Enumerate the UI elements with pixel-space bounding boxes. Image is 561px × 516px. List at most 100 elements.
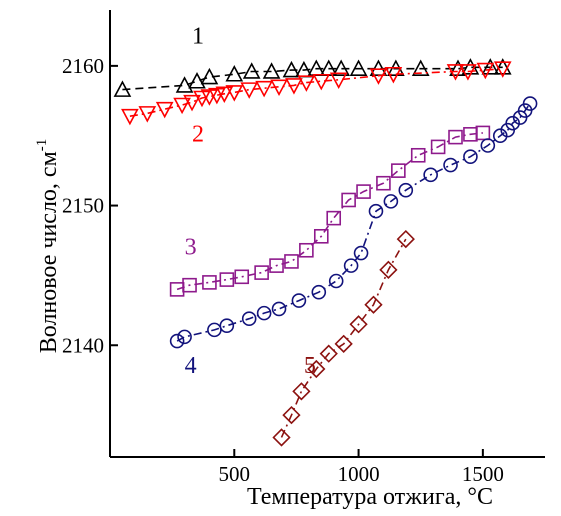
data-point [313, 228, 329, 244]
series-label: 4 [185, 353, 197, 379]
y-tick-label: 2140 [62, 333, 104, 357]
data-point [328, 273, 344, 289]
y-axis-label-text: Волновое число, см [36, 151, 62, 353]
data-point [353, 245, 369, 261]
series-layer: 1 2 3 4 5 [113, 24, 538, 447]
data-point [271, 301, 287, 317]
series-1: 1 [113, 24, 512, 97]
data-point [411, 59, 430, 76]
data-point [463, 149, 478, 164]
data-point [368, 203, 384, 219]
data-point [234, 269, 250, 285]
x-tick-label: 500 [219, 462, 251, 486]
series-line [176, 103, 531, 342]
data-point [396, 229, 415, 249]
data-point [219, 272, 235, 287]
data-point [182, 277, 197, 293]
data-point [492, 128, 508, 144]
data-point [410, 147, 426, 163]
data-point [341, 192, 356, 208]
series-4: 4 [169, 96, 538, 379]
data-point [448, 129, 463, 145]
data-point [326, 210, 342, 226]
data-point [443, 157, 458, 173]
axes [109, 10, 545, 458]
data-point [312, 73, 331, 91]
data-point [391, 163, 406, 178]
data-point [262, 62, 281, 79]
data-point [446, 64, 465, 81]
data-point [173, 97, 191, 115]
data-point [332, 59, 351, 76]
data-point [343, 258, 359, 273]
data-point [225, 85, 244, 102]
data-point [319, 344, 338, 363]
data-point [155, 101, 174, 119]
data-point [285, 78, 303, 95]
series-line [176, 132, 483, 291]
data-point [430, 139, 446, 155]
data-point [291, 293, 307, 308]
data-point [349, 59, 368, 76]
data-point [202, 275, 217, 290]
data-point [383, 194, 399, 209]
data-point [297, 75, 316, 92]
data-point [138, 106, 157, 123]
data-point [270, 79, 288, 97]
data-point [255, 80, 273, 98]
series-3: 3 [169, 125, 491, 297]
data-point [459, 64, 477, 81]
data-point [481, 58, 500, 75]
y-axis-label: Волновое число, см-1 [34, 139, 62, 354]
data-point [219, 318, 235, 333]
data-point [398, 182, 414, 198]
series-label: 1 [192, 24, 204, 50]
data-point [282, 60, 301, 78]
data-point [282, 405, 301, 425]
data-point [493, 61, 512, 78]
data-point [272, 428, 291, 447]
x-tick-label: 1000 [338, 462, 380, 486]
series-label: 5 [304, 353, 316, 379]
data-point [200, 67, 219, 85]
data-point [364, 295, 383, 314]
data-point [349, 315, 368, 334]
data-point [522, 96, 538, 111]
data-point [475, 125, 491, 141]
data-point [292, 382, 311, 401]
data-point [284, 254, 299, 269]
data-point [299, 242, 314, 258]
series-label: 2 [192, 121, 204, 147]
data-point [369, 68, 388, 85]
data-point [169, 333, 185, 349]
y-ticks: 2140 2150 2160 [62, 54, 118, 357]
data-point [423, 167, 438, 183]
data-point [505, 115, 520, 131]
data-point [329, 72, 348, 90]
data-point [256, 305, 272, 321]
y-axis-label-group: Волновое число, см-1 [34, 139, 62, 354]
data-point [376, 175, 391, 191]
data-point [476, 62, 495, 80]
data-point [356, 184, 371, 199]
data-point [242, 62, 261, 79]
data-point [480, 138, 496, 153]
data-point [177, 329, 192, 345]
x-ticks: 500 1000 1500 [219, 449, 504, 486]
data-point [175, 76, 194, 93]
x-axis-label: Температура отжига, °C [247, 484, 493, 510]
data-point [225, 65, 244, 82]
y-axis-label-superscript: -1 [34, 139, 50, 152]
data-point [240, 82, 259, 99]
series-label: 3 [185, 234, 197, 260]
x-tick-label: 1500 [462, 462, 504, 486]
data-point [215, 86, 234, 104]
data-point [493, 58, 512, 75]
series-5: 5 [272, 229, 415, 447]
data-point [311, 284, 327, 300]
data-point [254, 265, 269, 280]
data-point [113, 80, 132, 97]
data-point [379, 260, 398, 279]
data-point [121, 108, 139, 126]
